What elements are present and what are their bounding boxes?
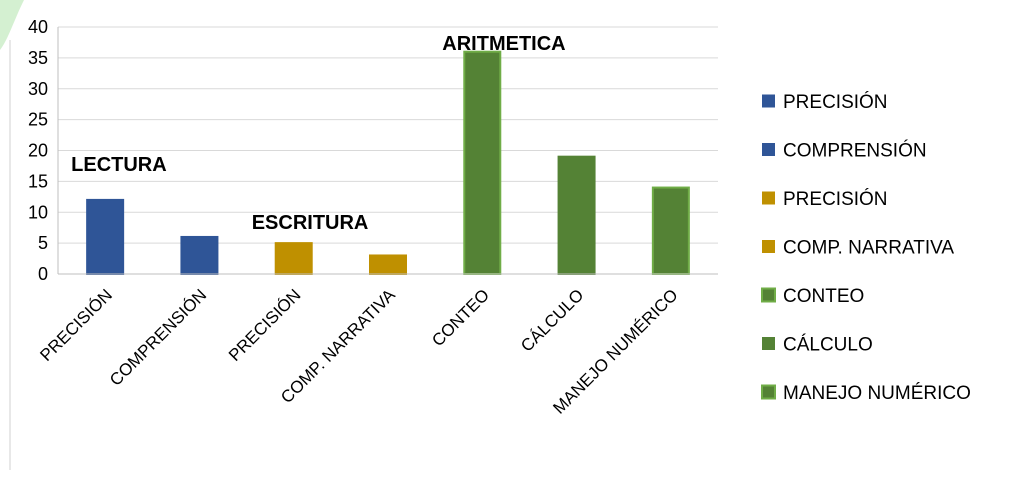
x-tick-label: CONTEO	[428, 285, 493, 350]
group-annotations: LECTURA ESCRITURA ARITMETICA	[71, 33, 565, 234]
legend-swatch	[762, 337, 775, 350]
legend-swatch	[762, 240, 775, 253]
y-tick-label: 35	[28, 48, 48, 68]
bar	[463, 50, 502, 276]
legend-label: MANEJO NUMÉRICO	[783, 383, 971, 404]
y-tick-label: 10	[28, 202, 48, 222]
x-tick-label: PRECISIÓN	[225, 285, 305, 365]
legend-swatch	[762, 143, 775, 156]
legend-swatch	[761, 287, 776, 303]
legend-label: PRECISIÓN	[783, 188, 888, 210]
corner-decoration	[0, 0, 24, 50]
gridlines	[58, 26, 718, 244]
bar	[557, 155, 596, 275]
y-tick-label: 0	[38, 264, 48, 284]
legend-swatch	[761, 384, 776, 400]
group-annotation: LECTURA	[71, 154, 167, 176]
y-tick-label: 20	[28, 141, 48, 161]
x-tick-label: CÁLCULO	[517, 285, 587, 355]
bar	[651, 186, 690, 275]
legend-label: COMPRENSIÓN	[783, 140, 927, 162]
y-tick-label: 40	[28, 17, 48, 37]
y-tick-label: 30	[28, 79, 48, 99]
legend-label: PRECISIÓN	[783, 91, 888, 113]
legend-swatch	[762, 94, 775, 108]
bar	[180, 235, 219, 275]
group-annotation: ARITMETICA	[442, 33, 565, 55]
legend-label: CONTEO	[783, 286, 864, 307]
x-tick-label: PRECISIÓN	[36, 285, 116, 365]
bar	[274, 242, 313, 275]
legend-label: CÁLCULO	[783, 335, 873, 356]
group-annotation: ESCRITURA	[252, 212, 369, 234]
bar	[369, 254, 407, 276]
legend-label: COMP. NARRATIVA	[783, 238, 954, 259]
legend-swatch	[762, 191, 775, 205]
x-tick-label: COMPRENSIÓN	[106, 285, 210, 389]
y-tick-label: 15	[28, 171, 48, 191]
y-tick-label: 5	[38, 233, 48, 253]
legend: PRECISIÓN COMPRENSIÓN PRECISIÓN COMP. NARRA…	[761, 91, 971, 404]
bars	[86, 50, 690, 276]
y-axis-tick-labels: 0 5 10 15 20 25 30 35 40	[28, 17, 48, 284]
bar	[86, 198, 125, 275]
y-tick-label: 25	[28, 110, 48, 130]
